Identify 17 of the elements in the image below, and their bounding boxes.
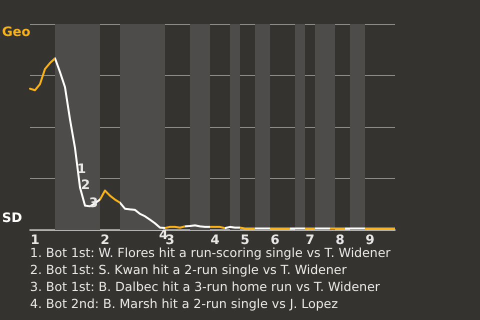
x-tick-label: 4 — [210, 233, 220, 248]
x-tick-label: 6 — [270, 233, 280, 248]
x-tick-label: 1 — [30, 233, 40, 248]
x-tick-label: 5 — [240, 233, 250, 248]
text: 3. Bot 1st: B. Dalbec hit a 3-run home run vs T. Widener — [30, 279, 381, 294]
x-tick-label: 2 — [100, 233, 110, 248]
text: 2. Bot 1st: S. Kwan hit a 2-run single vs T. Widener — [30, 262, 348, 277]
x-tick-label: 8 — [335, 233, 345, 248]
text: 1. Bot 1st: W. Flores hit a run-scoring single vs T. Widener — [30, 245, 392, 260]
x-tick-label: 3 — [165, 233, 175, 248]
text: SD — [2, 211, 22, 226]
text: Geo — [2, 25, 30, 40]
x-tick-label: 9 — [365, 233, 375, 248]
text: 4. Bot 2nd: B. Marsh hit a 2-run single vs J. Lopez — [30, 296, 338, 311]
annotation: 1 — [77, 162, 86, 177]
x-tick-label: 7 — [305, 233, 315, 248]
annotation: 2 — [81, 178, 90, 193]
